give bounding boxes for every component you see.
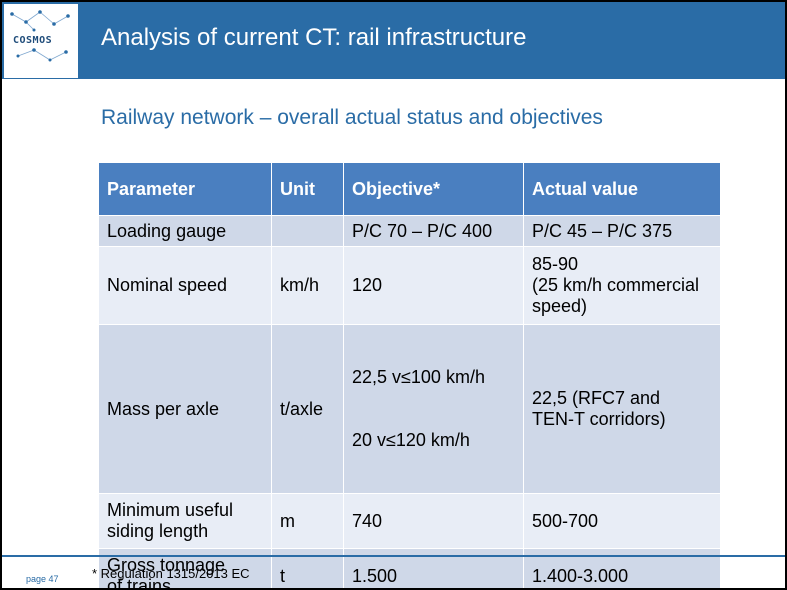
table-header-row: Parameter Unit Objective* Actual value [98,162,721,216]
footer-divider [2,555,785,557]
cell-parameter: Mass per axle [98,324,272,494]
header-actual-value: Actual value [523,162,721,216]
cell-unit: km/h [271,246,344,325]
cell-parameter: Nominal speed [98,246,272,325]
footnote: * Regulation 1315/2013 EC [92,566,250,581]
cell-unit: t/axle [271,324,344,494]
slide-title: Analysis of current CT: rail infrastruct… [101,24,527,51]
cell-actual: P/C 45 – P/C 375 [523,215,721,247]
table-row: Gross tonnage of trains t 1.500 1.400-3.… [98,548,721,588]
cell-actual: 22,5 (RFC7 and TEN-T corridors) [523,324,721,494]
header-bar: COSMOS Analysis of current CT: rail infr… [2,2,785,79]
page-number: page 47 [26,574,59,584]
table-row: Minimum useful siding length m 740 500-7… [98,493,721,549]
cell-actual: 500-700 [523,493,721,549]
table-row: Loading gauge P/C 70 – P/C 400 P/C 45 – … [98,215,721,247]
table-row: Mass per axle t/axle 22,5 v≤100 km/h 20 … [98,324,721,494]
header-objective: Objective* [343,162,524,216]
parameters-table: Parameter Unit Objective* Actual value L… [98,162,721,588]
logo-text: COSMOS [13,35,53,46]
cell-parameter: Minimum useful siding length [98,493,272,549]
cell-unit [271,215,344,247]
header-parameter: Parameter [98,162,272,216]
header-unit: Unit [271,162,344,216]
slide-subtitle: Railway network – overall actual status … [101,106,603,129]
cell-objective: 740 [343,493,524,549]
cell-actual: 85-90 (25 km/h commercial speed) [523,246,721,325]
table-row: Nominal speed km/h 120 85-90 (25 km/h co… [98,246,721,325]
cell-objective: 120 [343,246,524,325]
cell-objective: P/C 70 – P/C 400 [343,215,524,247]
logo: COSMOS [4,4,78,78]
cell-parameter: Loading gauge [98,215,272,247]
cell-unit: m [271,493,344,549]
constellation-icon [10,10,70,62]
cell-objective: 22,5 v≤100 km/h 20 v≤120 km/h [343,324,524,494]
